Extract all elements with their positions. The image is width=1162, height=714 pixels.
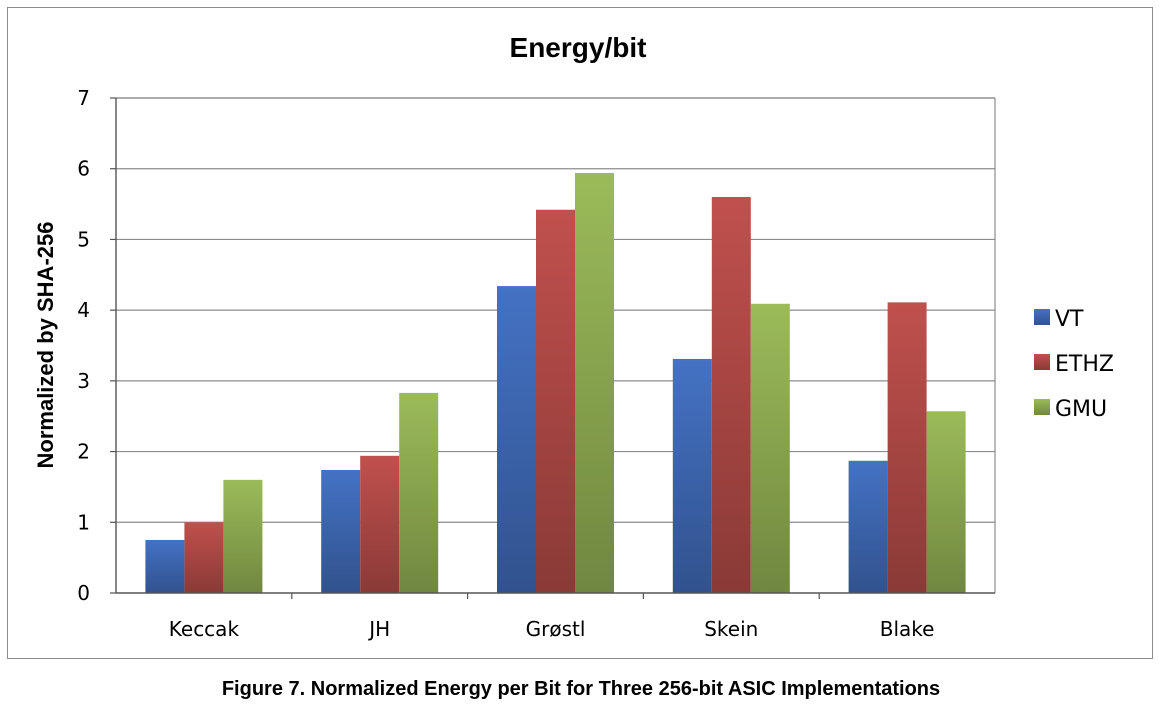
axes: 0 1 2 3 4 5 6 7 Keccak JH Grøstl Skein Blake: [77, 86, 996, 641]
bar-ethz-skein: [711, 197, 751, 593]
x-tick-label: Grøstl: [526, 617, 586, 641]
y-tick-label: 1: [77, 510, 90, 534]
legend-swatch-vt: [1034, 309, 1050, 325]
x-tick-label: JH: [367, 617, 390, 641]
y-tick-label: 7: [77, 86, 90, 110]
x-tick-label: Blake: [880, 617, 935, 641]
y-tick-label: 2: [77, 440, 90, 464]
legend-swatch-gmu: [1034, 399, 1050, 415]
y-axis-title: Normalized by SHA-256: [33, 222, 58, 469]
figure-caption: Figure 7. Normalized Energy per Bit for …: [221, 678, 941, 700]
bar-ethz-keccak: [184, 522, 224, 593]
bar-gmu-skein: [750, 303, 790, 593]
legend-label-ethz: ETHZ: [1055, 352, 1114, 377]
y-tick-label: 0: [77, 581, 90, 605]
bar-ethz-grøstl: [536, 209, 575, 593]
y-tick-label: 4: [77, 298, 90, 322]
bar-vt-skein: [672, 358, 712, 593]
legend-label-vt: VT: [1055, 307, 1084, 332]
y-tick-label: 5: [77, 227, 90, 251]
bar-chart: Energy/bit Normalized by SHA-256 0 1 2 3 4 5 6…: [33, 32, 1114, 641]
bar-vt-grøstl: [497, 286, 536, 593]
bar-ethz-blake: [887, 302, 927, 593]
y-tick-label: 6: [77, 157, 90, 181]
chart-title: Energy/bit: [510, 32, 647, 63]
bar-vt-blake: [848, 460, 888, 593]
bar-vt-keccak: [145, 539, 185, 593]
bar-gmu-blake: [926, 411, 966, 593]
bar-vt-jh: [321, 469, 361, 593]
legend-swatch-ethz: [1034, 354, 1050, 370]
bar-gmu-jh: [399, 392, 439, 593]
bars: [145, 172, 966, 593]
legend-label-gmu: GMU: [1055, 397, 1107, 422]
y-tick-label: 3: [77, 369, 90, 393]
bar-gmu-grøstl: [575, 172, 614, 593]
x-tick-label: Keccak: [169, 617, 240, 641]
bar-ethz-jh: [360, 455, 400, 593]
bar-gmu-keccak: [223, 479, 263, 593]
legend: VT ETHZ GMU: [1034, 307, 1114, 422]
x-tick-label: Skein: [704, 617, 758, 641]
